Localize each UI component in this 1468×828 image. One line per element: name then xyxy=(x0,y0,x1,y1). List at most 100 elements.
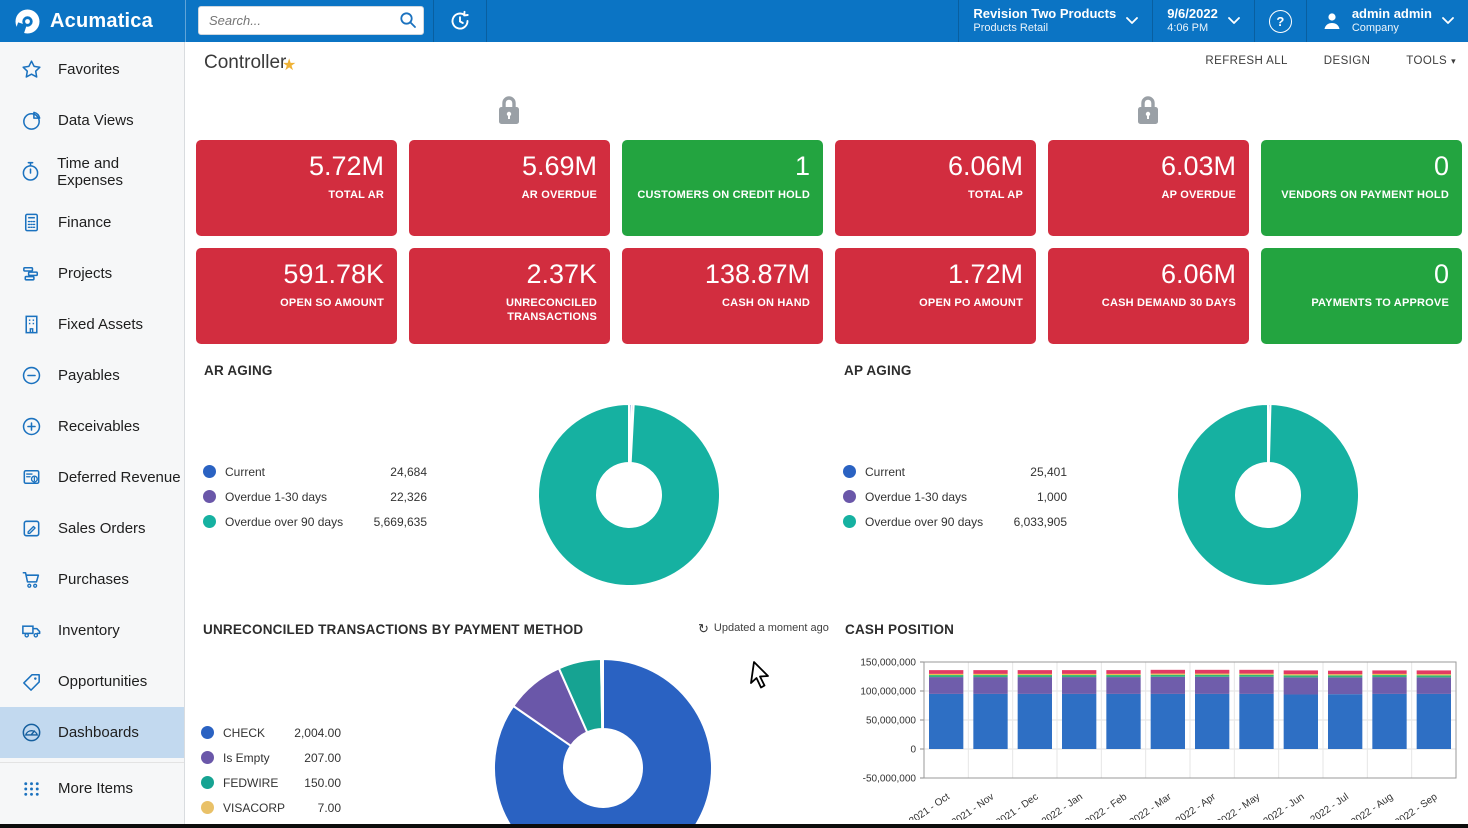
pie-icon xyxy=(19,109,43,133)
legend-dot xyxy=(843,490,856,503)
sidebar-item-label: Finance xyxy=(58,214,112,231)
refresh-icon: ↻ xyxy=(698,620,709,636)
kpi-tile-total-ap[interactable]: 6.06M TOTAL AP xyxy=(835,140,1036,236)
kpi-value: 6.06M xyxy=(947,151,1023,181)
lock-icon xyxy=(1138,96,1158,124)
legend-label: Overdue 1-30 days xyxy=(225,489,328,504)
sidebar-item-label: Data Views xyxy=(58,112,134,129)
kpi-value: 6.06M xyxy=(1160,259,1236,289)
caret-down-icon: ▾ xyxy=(1451,56,1456,66)
legend-label: VISACORP xyxy=(223,800,286,815)
sidebar-item-label: Favorites xyxy=(58,61,120,78)
sidebar-item-label: Opportunities xyxy=(58,673,148,690)
brand[interactable]: Acumatica xyxy=(0,0,186,42)
tools-button[interactable]: TOOLS ▾ xyxy=(1406,55,1456,67)
sidebar-item-fixed-assets[interactable]: Fixed Assets xyxy=(0,299,184,350)
kpi-tile-cash-demand-30-days[interactable]: 6.06M CASH DEMAND 30 DAYS xyxy=(1048,248,1249,344)
kpi-label: TOTAL AP xyxy=(968,189,1023,201)
user-menu[interactable]: admin admin Company xyxy=(1305,0,1468,42)
help-icon: ? xyxy=(1268,9,1292,33)
legend-row: VISACORP 7.00 xyxy=(201,795,341,820)
sidebar-item-data-views[interactable]: Data Views xyxy=(0,95,184,146)
truck-icon xyxy=(19,619,43,643)
sidebar-item-purchases[interactable]: Purchases xyxy=(0,554,184,605)
company-selector[interactable]: Revision Two Products Products Retail xyxy=(958,0,1152,42)
updated-status: ↻ Updated a moment ago xyxy=(698,620,838,636)
sidebar-item-label: Time and Expenses xyxy=(57,154,123,189)
kpi-tile-unreconciled-transactions[interactable]: 2.37K UNRECONCILED TRANSACTIONS xyxy=(409,248,610,344)
legend-dot xyxy=(201,726,214,739)
sidebar-item-projects[interactable]: Projects xyxy=(0,248,184,299)
business-date: 9/6/2022 xyxy=(1167,6,1218,22)
legend-row: Is Empty 207.00 xyxy=(201,745,341,770)
kpi-tile-ar-overdue[interactable]: 5.69M AR OVERDUE xyxy=(409,140,610,236)
sidebar-item-inventory[interactable]: Inventory xyxy=(0,605,184,656)
favorite-star-icon[interactable]: ★ xyxy=(282,57,297,74)
help-button[interactable]: ? xyxy=(1253,0,1306,42)
kpi-tile-cash-on-hand[interactable]: 138.87M CASH ON HAND xyxy=(622,248,823,344)
kpi-tile-open-so-amount[interactable]: 591.78K OPEN SO AMOUNT xyxy=(196,248,397,344)
kpi-tile-total-ar[interactable]: 5.72M TOTAL AR xyxy=(196,140,397,236)
legend-row: CHECK 2,004.00 xyxy=(201,720,341,745)
kpi-value: 1 xyxy=(794,151,810,181)
refresh-all-button[interactable]: REFRESH ALL xyxy=(1205,55,1288,67)
search-input[interactable] xyxy=(198,6,424,35)
ap-aging-donut-chart[interactable] xyxy=(1173,400,1363,590)
legend-label: Overdue over 90 days xyxy=(865,514,984,529)
business-date-icon[interactable] xyxy=(433,0,487,42)
kpi-label: OPEN PO AMOUNT xyxy=(919,297,1023,309)
kpi-tile-open-po-amount[interactable]: 1.72M OPEN PO AMOUNT xyxy=(835,248,1036,344)
sidebar: Favorites Data Views Time and Expenses F… xyxy=(0,42,185,824)
kpi-tile-vendors-payment-hold[interactable]: 0 VENDORS ON PAYMENT HOLD xyxy=(1261,140,1462,236)
pencil-square-icon xyxy=(19,517,43,541)
kpi-tile-payments-to-approve[interactable]: 0 PAYMENTS TO APPROVE xyxy=(1261,248,1462,344)
sidebar-item-sales-orders[interactable]: Sales Orders xyxy=(0,503,184,554)
svg-text:2022 - Aug: 2022 - Aug xyxy=(1349,791,1395,820)
svg-text:2022 - May: 2022 - May xyxy=(1215,791,1262,820)
date-selector[interactable]: 9/6/2022 4:06 PM xyxy=(1152,0,1254,42)
updated-text: Updated a moment ago xyxy=(713,622,829,634)
kpi-value: 5.69M xyxy=(521,151,597,181)
kpi-value: 138.87M xyxy=(704,259,810,289)
header-right-cluster: Revision Two Products Products Retail 9/… xyxy=(958,0,1468,42)
page-title: Controller xyxy=(204,52,287,73)
sidebar-item-time-expenses[interactable]: Time and Expenses xyxy=(0,146,184,197)
design-button[interactable]: DESIGN xyxy=(1323,55,1371,67)
sidebar-item-label: Receivables xyxy=(58,418,140,435)
legend-value: 2,004.00 xyxy=(294,725,341,740)
legend-label: CHECK xyxy=(223,725,266,740)
sidebar-item-label: Dashboards xyxy=(58,724,139,741)
user-name: admin admin xyxy=(1351,6,1432,22)
svg-text:2021 - Oct: 2021 - Oct xyxy=(907,791,952,820)
kpi-label: TOTAL AR xyxy=(328,189,384,201)
sidebar-item-finance[interactable]: Finance xyxy=(0,197,184,248)
sidebar-item-label: Purchases xyxy=(58,571,129,588)
svg-text:2022 - Jun: 2022 - Jun xyxy=(1262,791,1307,820)
sidebar-item-opportunities[interactable]: Opportunities xyxy=(0,656,184,707)
search-icon[interactable] xyxy=(399,11,417,29)
kpi-value: 0 xyxy=(1433,151,1449,181)
unreconciled-donut-chart[interactable] xyxy=(491,656,715,828)
legend-label: Overdue 1-30 days xyxy=(865,489,968,504)
legend-dot xyxy=(201,751,214,764)
sidebar-item-favorites[interactable]: Favorites xyxy=(0,44,184,95)
star-icon xyxy=(19,58,43,82)
sidebar-item-dashboards[interactable]: Dashboards xyxy=(0,707,184,758)
sidebar-item-more-items[interactable]: More Items xyxy=(0,762,184,814)
legend-label: FEDWIRE xyxy=(223,775,279,790)
svg-text:150,000,000: 150,000,000 xyxy=(860,658,916,669)
cash-position-chart[interactable]: 150,000,000 100,000,000 50,000,000 0 -50,000… xyxy=(836,648,1464,820)
acumatica-logo-icon xyxy=(15,9,40,34)
legend-value: 1,000 xyxy=(1036,489,1067,504)
legend-row: Current 25,401 xyxy=(843,459,1067,484)
kpi-tile-ap-overdue[interactable]: 6.03M AP OVERDUE xyxy=(1048,140,1249,236)
sidebar-item-payables[interactable]: Payables xyxy=(0,350,184,401)
ar-aging-donut-chart[interactable] xyxy=(534,400,724,590)
kpi-tile-customers-credit-hold[interactable]: 1 CUSTOMERS ON CREDIT HOLD xyxy=(622,140,823,236)
kpi-label: VENDORS ON PAYMENT HOLD xyxy=(1281,189,1449,201)
legend-dot xyxy=(843,465,856,478)
sidebar-item-label: Inventory xyxy=(58,622,120,639)
sidebar-item-receivables[interactable]: Receivables xyxy=(0,401,184,452)
sidebar-item-deferred-revenue[interactable]: Deferred Revenue xyxy=(0,452,184,503)
